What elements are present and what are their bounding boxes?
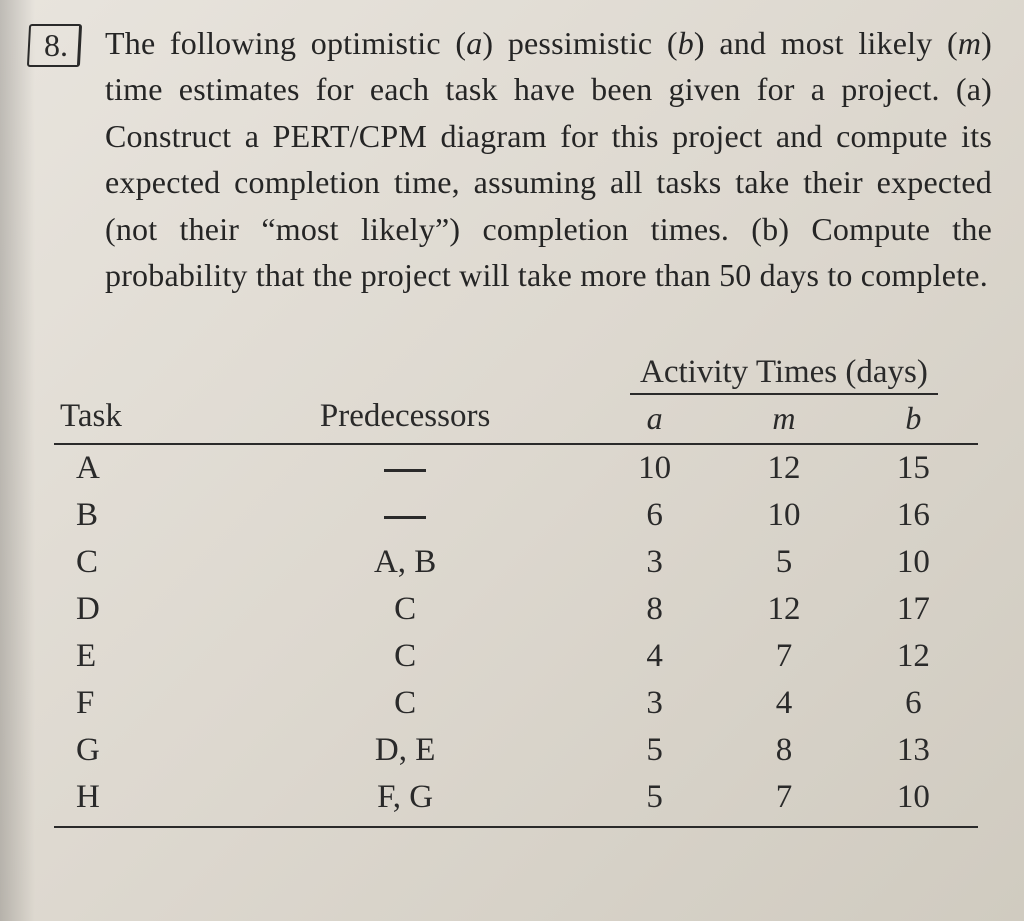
question-italic-a: a xyxy=(466,25,482,61)
header-activity-times-cell: Activity Times (days) xyxy=(590,354,978,398)
table-row: HF, G5710 xyxy=(54,774,978,827)
table-row: B 61016 xyxy=(54,492,978,539)
table-head: Task Predecessors Activity Times (days) … xyxy=(54,354,978,444)
table-row: A 101215 xyxy=(54,444,978,492)
predecessor-cell: A, B xyxy=(220,539,590,586)
header-predecessors: Predecessors xyxy=(220,354,590,444)
header-a: a xyxy=(590,398,719,444)
question-header: 8. The following optimistic (a) pessimis… xyxy=(28,20,996,298)
table-row: EC4712 xyxy=(54,633,978,680)
pert-table: Task Predecessors Activity Times (days) … xyxy=(54,354,978,828)
task-cell: E xyxy=(54,633,220,680)
time-a-cell: 8 xyxy=(590,586,719,633)
table-body: A101215B61016CA, B3510DC81217EC4712FC346… xyxy=(54,444,978,827)
time-b-cell: 12 xyxy=(849,633,978,680)
question-number-box: 8. xyxy=(27,24,82,67)
predecessor-cell: C xyxy=(220,586,590,633)
predecessor-cell: F, G xyxy=(220,774,590,827)
task-cell: B xyxy=(54,492,220,539)
table-row: CA, B3510 xyxy=(54,539,978,586)
predecessor-cell: C xyxy=(220,633,590,680)
time-a-cell: 3 xyxy=(590,680,719,727)
question-number: 8. xyxy=(44,28,68,63)
predecessor-cell xyxy=(220,444,590,492)
time-m-cell: 4 xyxy=(719,680,848,727)
time-b-cell: 6 xyxy=(849,680,978,727)
question-text-p3: ) and most likely ( xyxy=(694,25,958,61)
time-b-cell: 17 xyxy=(849,586,978,633)
header-b: b xyxy=(849,398,978,444)
time-a-cell: 5 xyxy=(590,727,719,774)
predecessor-cell: D, E xyxy=(220,727,590,774)
time-m-cell: 8 xyxy=(719,727,848,774)
predecessor-cell: C xyxy=(220,680,590,727)
task-cell: H xyxy=(54,774,220,827)
time-a-cell: 10 xyxy=(590,444,719,492)
table-row: GD, E5813 xyxy=(54,727,978,774)
header-m: m xyxy=(719,398,848,444)
task-cell: G xyxy=(54,727,220,774)
predecessor-cell xyxy=(220,492,590,539)
time-m-cell: 7 xyxy=(719,633,848,680)
time-b-cell: 15 xyxy=(849,444,978,492)
task-cell: A xyxy=(54,444,220,492)
time-m-cell: 12 xyxy=(719,444,848,492)
question-italic-b: b xyxy=(678,25,694,61)
dash-icon xyxy=(384,469,426,472)
task-cell: C xyxy=(54,539,220,586)
pert-table-wrapper: Task Predecessors Activity Times (days) … xyxy=(28,354,996,828)
question-text: The following optimistic (a) pessimistic… xyxy=(87,20,996,298)
dash-icon xyxy=(384,516,426,519)
table-header-row-1: Task Predecessors Activity Times (days) xyxy=(54,354,978,398)
time-m-cell: 10 xyxy=(719,492,848,539)
question-text-p4: ) time estimates for each task have been… xyxy=(105,25,992,293)
table-row: FC346 xyxy=(54,680,978,727)
time-a-cell: 3 xyxy=(590,539,719,586)
time-m-cell: 12 xyxy=(719,586,848,633)
time-m-cell: 7 xyxy=(719,774,848,827)
time-b-cell: 10 xyxy=(849,539,978,586)
task-cell: D xyxy=(54,586,220,633)
header-activity-times: Activity Times (days) xyxy=(630,354,938,395)
task-cell: F xyxy=(54,680,220,727)
time-b-cell: 13 xyxy=(849,727,978,774)
time-a-cell: 4 xyxy=(590,633,719,680)
table-row: DC81217 xyxy=(54,586,978,633)
question-text-p1: The following optimistic ( xyxy=(105,25,466,61)
time-b-cell: 16 xyxy=(849,492,978,539)
header-task: Task xyxy=(54,354,220,444)
time-b-cell: 10 xyxy=(849,774,978,827)
question-text-p2: ) pessimistic ( xyxy=(482,25,677,61)
question-italic-m: m xyxy=(958,25,981,61)
time-a-cell: 6 xyxy=(590,492,719,539)
time-m-cell: 5 xyxy=(719,539,848,586)
time-a-cell: 5 xyxy=(590,774,719,827)
